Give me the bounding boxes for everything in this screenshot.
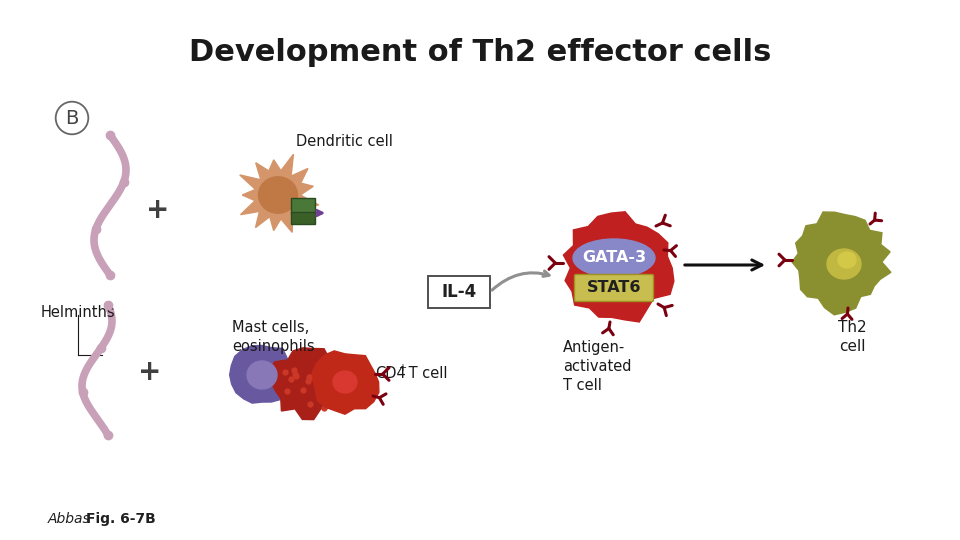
Polygon shape: [229, 346, 297, 403]
Text: +: +: [146, 196, 170, 224]
Text: CD4: CD4: [375, 366, 406, 381]
FancyBboxPatch shape: [291, 212, 315, 224]
Text: Fig. 6-7B: Fig. 6-7B: [86, 512, 156, 526]
Polygon shape: [564, 212, 674, 322]
Ellipse shape: [827, 249, 861, 279]
Text: GATA-3: GATA-3: [582, 251, 646, 266]
Text: Helminths: Helminths: [40, 305, 115, 320]
FancyBboxPatch shape: [428, 276, 490, 308]
FancyBboxPatch shape: [574, 274, 654, 301]
Text: Development of Th2 effector cells: Development of Th2 effector cells: [189, 38, 771, 67]
Text: B: B: [65, 109, 79, 127]
Polygon shape: [240, 154, 319, 232]
Ellipse shape: [838, 252, 856, 268]
Polygon shape: [792, 212, 891, 315]
Text: Th2
cell: Th2 cell: [838, 320, 866, 354]
Text: T cell: T cell: [404, 366, 447, 381]
Ellipse shape: [247, 361, 277, 389]
Ellipse shape: [333, 371, 357, 393]
Ellipse shape: [258, 177, 298, 213]
Polygon shape: [312, 351, 379, 414]
Text: Dendritic cell: Dendritic cell: [296, 134, 393, 150]
Text: IL-4: IL-4: [442, 283, 476, 301]
Text: Antigen-
activated
T cell: Antigen- activated T cell: [563, 340, 632, 394]
Text: +: +: [398, 363, 406, 373]
FancyBboxPatch shape: [291, 198, 315, 214]
Text: +: +: [138, 358, 161, 386]
Polygon shape: [269, 348, 345, 420]
Ellipse shape: [573, 239, 655, 277]
Text: Mast cells,
eosinophils: Mast cells, eosinophils: [232, 320, 315, 354]
Text: STAT6: STAT6: [587, 280, 641, 295]
Text: Abbas: Abbas: [48, 512, 91, 526]
